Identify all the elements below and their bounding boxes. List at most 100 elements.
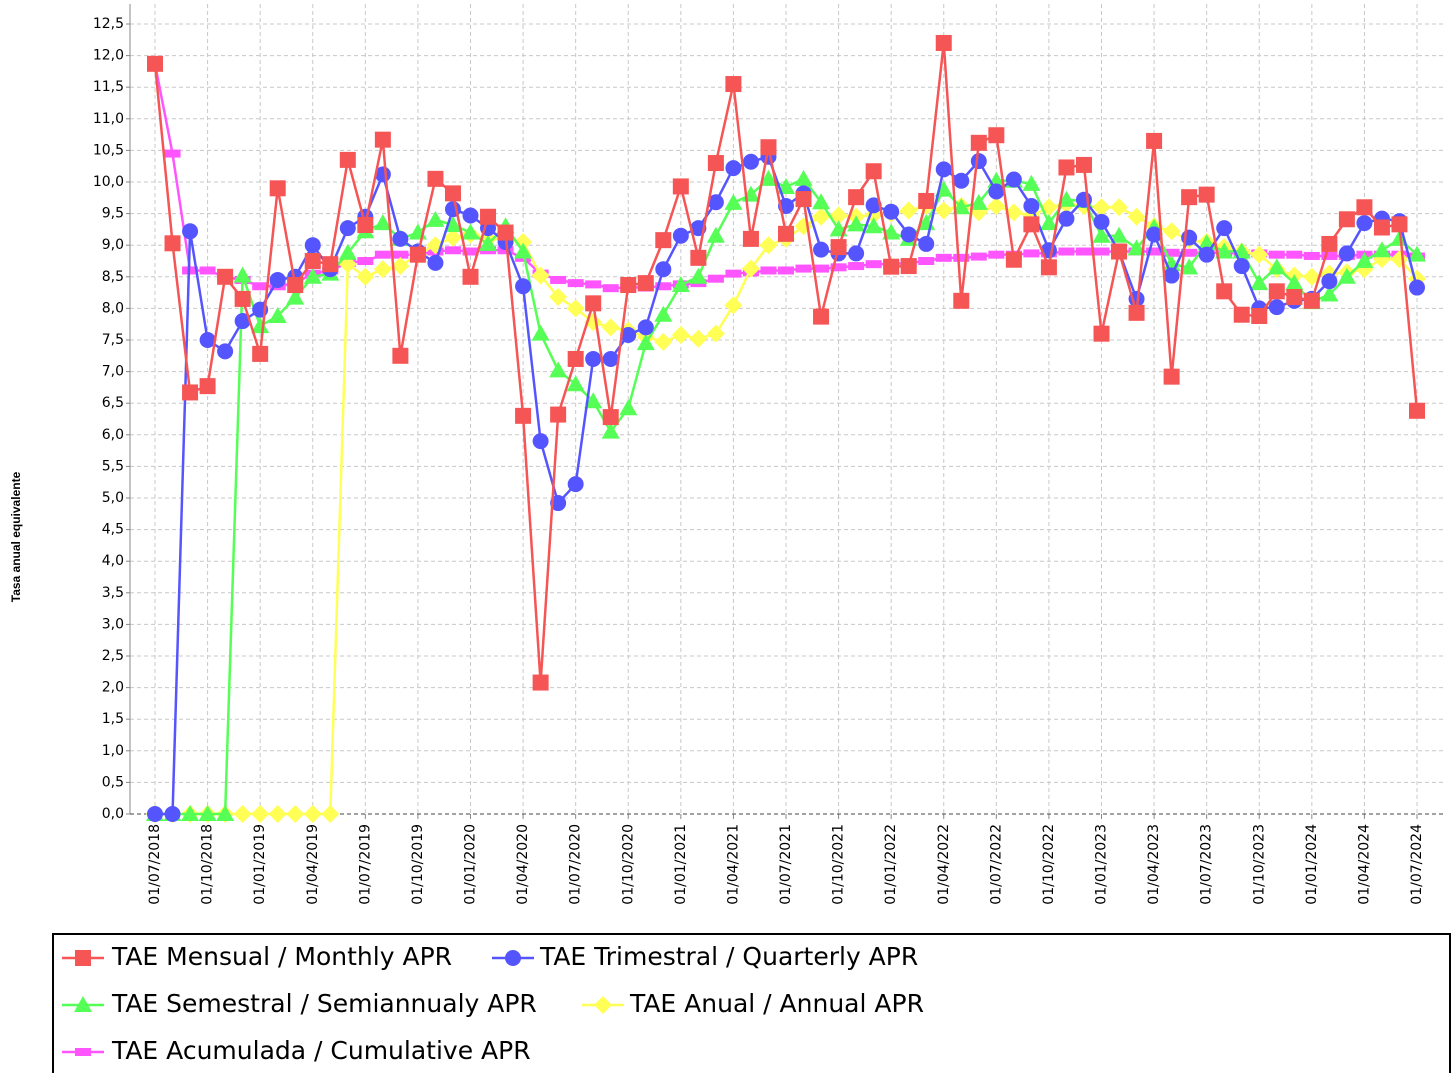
data-point — [689, 267, 708, 284]
data-point — [918, 192, 935, 209]
data-point — [1408, 245, 1426, 262]
data-point — [585, 295, 602, 312]
legend-label: TAE Mensual / Monthly APR — [111, 942, 452, 971]
data-point — [549, 361, 568, 378]
data-point — [935, 253, 952, 262]
x-tick-label: 01/10/2018 — [200, 824, 216, 905]
data-point — [443, 228, 462, 247]
y-tick-label: 10,0 — [93, 174, 124, 190]
data-point — [233, 805, 252, 823]
data-point — [1092, 226, 1111, 243]
data-point — [848, 262, 865, 271]
legend-box — [52, 933, 1451, 1073]
data-point — [1320, 285, 1339, 302]
data-point — [1372, 241, 1391, 258]
data-point — [234, 290, 251, 307]
data-point — [953, 172, 970, 189]
data-point — [935, 161, 952, 178]
data-point — [759, 236, 778, 255]
y-tick-label: 6,5 — [102, 395, 124, 411]
data-point — [164, 806, 181, 822]
data-point — [567, 476, 584, 493]
data-point — [286, 288, 305, 305]
data-point — [1181, 248, 1198, 257]
x-tick-label: 01/07/2022 — [988, 824, 1004, 905]
legend-marker — [75, 1048, 91, 1056]
data-point — [1023, 216, 1040, 233]
data-point — [392, 230, 409, 247]
data-point — [286, 805, 305, 823]
data-point — [795, 191, 812, 208]
legend-marker — [75, 950, 91, 966]
data-point — [1163, 248, 1180, 257]
data-point — [654, 332, 673, 351]
data-point — [601, 318, 620, 337]
data-point — [1268, 250, 1285, 259]
data-point — [1321, 235, 1338, 252]
data-point — [1092, 198, 1111, 217]
data-point — [602, 350, 619, 367]
data-point — [1023, 198, 1040, 215]
x-tick-label: 01/01/2021 — [673, 824, 689, 905]
data-point — [566, 299, 585, 318]
data-point — [1022, 174, 1041, 191]
data-point — [899, 201, 918, 220]
data-point — [864, 217, 883, 234]
data-point — [848, 245, 865, 262]
data-point — [970, 252, 987, 261]
data-point — [671, 325, 690, 344]
data-point — [356, 267, 375, 286]
x-tick-label: 01/10/2023 — [1251, 824, 1267, 905]
data-point — [1302, 267, 1321, 286]
data-point — [1093, 247, 1110, 256]
data-point — [1321, 251, 1338, 260]
x-tick-label: 01/07/2024 — [1409, 824, 1425, 905]
data-point — [1039, 214, 1058, 231]
y-tick-label: 10,5 — [93, 142, 124, 158]
data-point — [1267, 258, 1286, 275]
data-point — [339, 220, 356, 237]
data-point — [532, 433, 549, 450]
y-tick-label: 4,5 — [102, 522, 124, 538]
data-point — [303, 805, 322, 823]
data-point — [848, 189, 865, 206]
data-point — [1233, 306, 1250, 323]
data-point — [1146, 247, 1163, 256]
data-point — [1075, 156, 1092, 173]
data-point — [918, 257, 935, 265]
x-tick-label: 01/10/2020 — [620, 824, 636, 905]
y-tick-label: 7,5 — [102, 332, 124, 348]
y-tick-label: 5,5 — [102, 458, 124, 474]
data-point — [1286, 250, 1303, 259]
data-point — [900, 258, 917, 275]
data-point — [1093, 213, 1110, 230]
data-point — [252, 282, 269, 291]
data-point — [1163, 368, 1180, 385]
data-point — [1233, 258, 1250, 275]
data-point — [550, 406, 567, 423]
legend-label: TAE Semestral / Semiannualy APR — [111, 989, 537, 1018]
data-point — [620, 277, 637, 294]
data-point — [585, 280, 602, 289]
data-point — [1180, 258, 1199, 275]
data-point — [181, 805, 200, 821]
data-point — [671, 276, 690, 293]
data-point — [392, 347, 409, 364]
data-point — [1004, 203, 1023, 222]
data-point — [1058, 247, 1075, 256]
x-tick-label: 01/10/2021 — [831, 824, 847, 905]
y-tick-label: 12,5 — [93, 16, 124, 32]
y-tick-label: 8,5 — [102, 269, 124, 285]
data-point — [199, 266, 216, 275]
data-point — [865, 260, 882, 269]
x-tick-label: 01/04/2021 — [725, 824, 741, 905]
data-point — [637, 319, 654, 336]
data-point — [199, 332, 216, 348]
data-point — [1337, 267, 1356, 284]
y-tick-label: 8,0 — [102, 300, 124, 316]
data-point — [795, 264, 812, 273]
data-point — [655, 232, 672, 249]
data-point — [952, 198, 971, 215]
data-point — [480, 208, 497, 225]
y-tick-label: 12,0 — [93, 48, 124, 64]
